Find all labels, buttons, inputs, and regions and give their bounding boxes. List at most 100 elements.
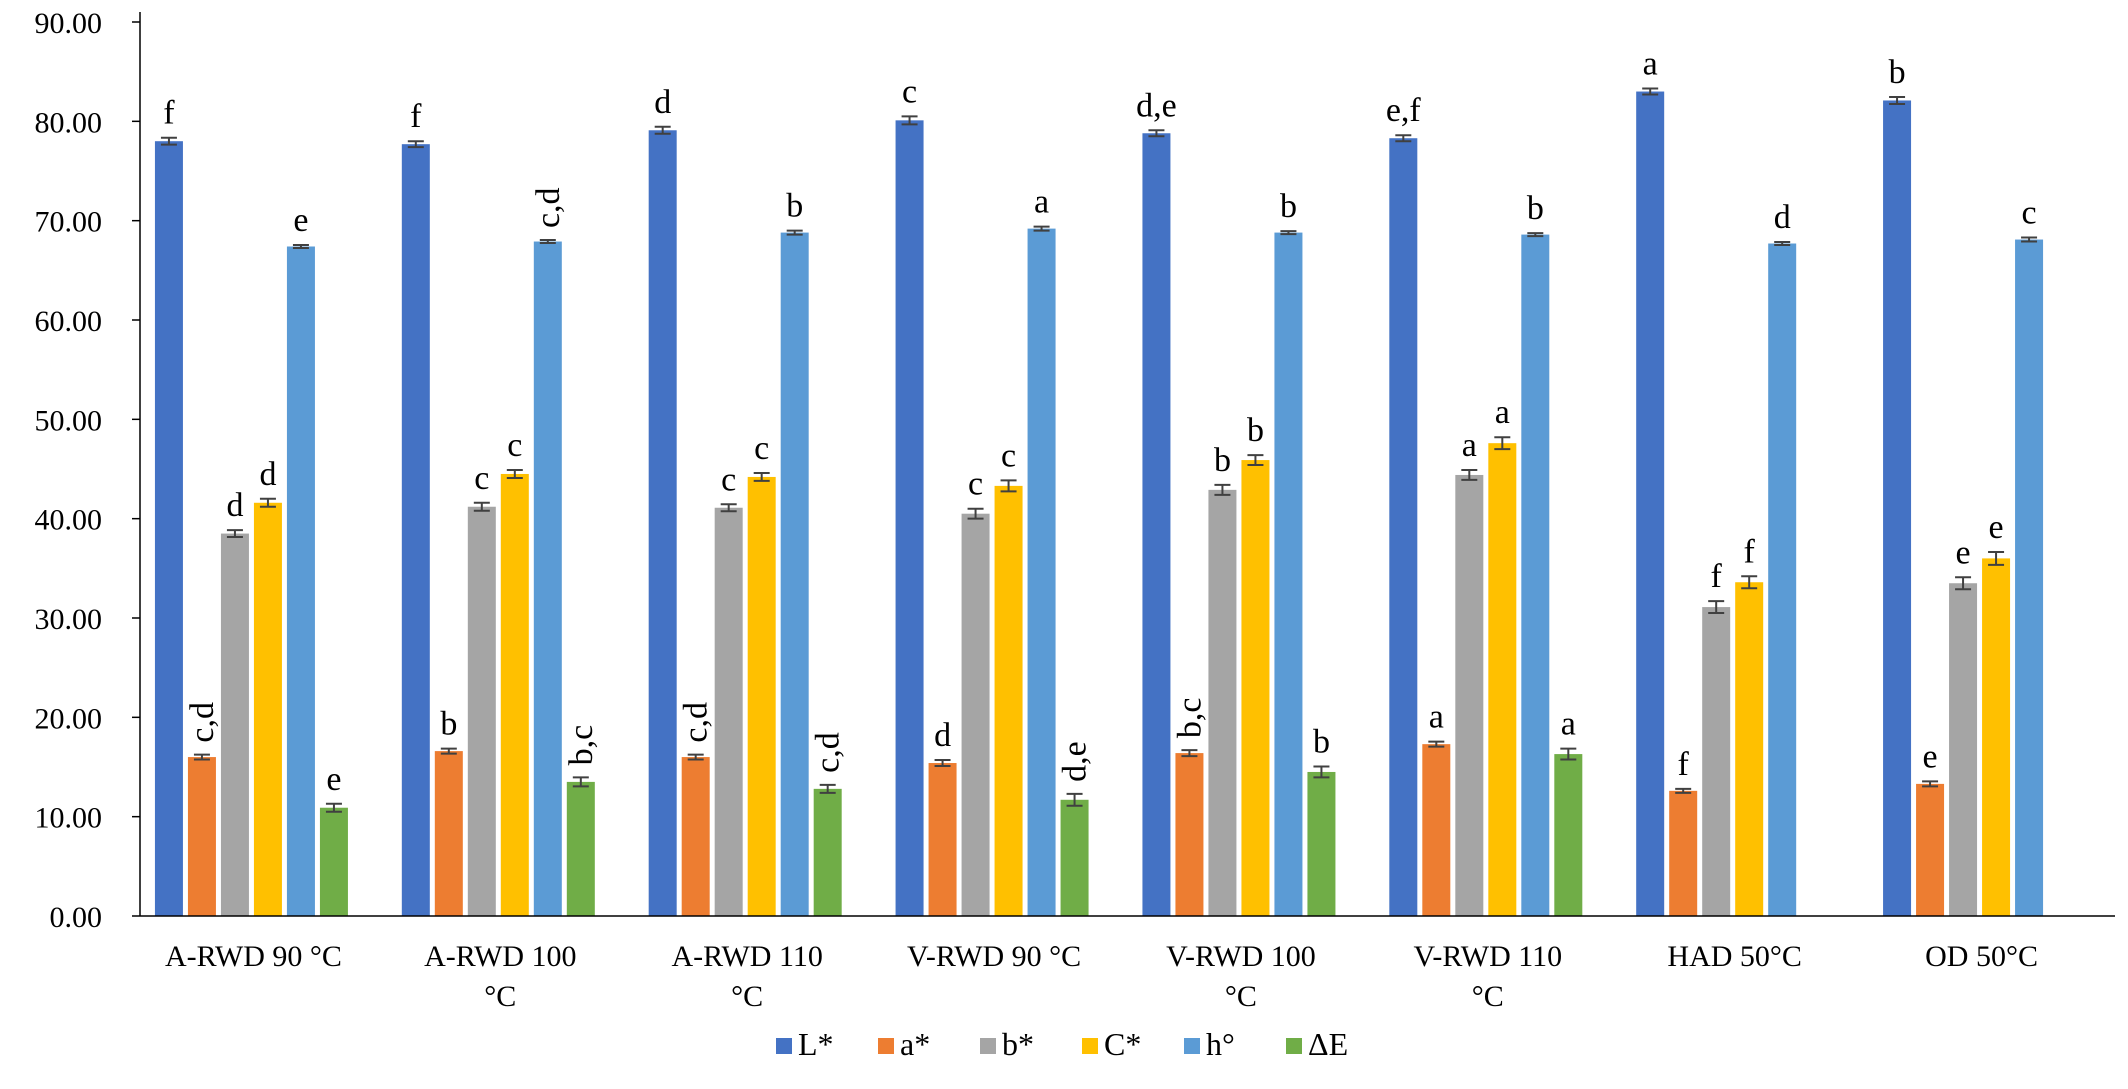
significance-label: f bbox=[1678, 746, 1690, 783]
significance-label: a bbox=[1429, 699, 1444, 736]
legend-label: C* bbox=[1104, 1026, 1141, 1062]
significance-label: b bbox=[1280, 188, 1297, 225]
error-bars bbox=[160, 87, 2038, 813]
bar bbox=[1669, 790, 1698, 916]
significance-label: a bbox=[1561, 706, 1576, 743]
bar bbox=[1389, 138, 1418, 917]
y-tick-label: 20.00 bbox=[35, 702, 103, 735]
significance-label: f bbox=[1711, 558, 1723, 595]
significance-label: a bbox=[1034, 184, 1049, 221]
bar bbox=[286, 246, 315, 916]
y-tick-label: 70.00 bbox=[35, 206, 103, 239]
bar bbox=[747, 476, 776, 916]
y-tick-label: 90.00 bbox=[35, 7, 103, 40]
significance-label: f bbox=[163, 95, 175, 132]
legend-swatch bbox=[1184, 1038, 1200, 1054]
significance-label: b bbox=[786, 188, 803, 225]
bar bbox=[401, 144, 430, 916]
significance-label: b bbox=[1889, 54, 1906, 91]
significance-label: e bbox=[1956, 534, 1971, 571]
legend-swatch bbox=[776, 1038, 792, 1054]
significance-label: b,c bbox=[563, 725, 600, 766]
significance-label: e bbox=[326, 761, 341, 798]
x-category-label: A-RWD 110 bbox=[671, 940, 822, 973]
significance-label: a bbox=[1643, 46, 1658, 83]
x-category-label: °C bbox=[1225, 980, 1257, 1013]
significance-label: d bbox=[226, 487, 243, 524]
bar bbox=[533, 241, 562, 916]
significance-label: a bbox=[1462, 427, 1477, 464]
x-category-label: HAD 50°C bbox=[1667, 940, 1802, 973]
bar bbox=[1307, 771, 1336, 916]
significance-label: c bbox=[1001, 437, 1016, 474]
bar bbox=[780, 232, 809, 916]
bar bbox=[1274, 232, 1303, 916]
bar bbox=[1060, 799, 1089, 916]
significance-label: e bbox=[293, 202, 308, 239]
x-category-label: V-RWD 110 bbox=[1414, 940, 1563, 973]
y-tick-label: 30.00 bbox=[35, 603, 103, 636]
bar bbox=[1735, 582, 1764, 916]
significance-label: d bbox=[654, 84, 671, 121]
legend-label: L* bbox=[798, 1026, 834, 1062]
significance-label: c,d bbox=[184, 702, 221, 743]
bar bbox=[253, 502, 282, 916]
bar bbox=[1702, 607, 1731, 916]
legend-swatch bbox=[1286, 1038, 1302, 1054]
y-tick-label: 10.00 bbox=[35, 802, 103, 835]
significance-label: b,c bbox=[1171, 698, 1208, 739]
x-category-label: A-RWD 90 °C bbox=[165, 940, 342, 973]
significance-label: d,e bbox=[1057, 741, 1094, 782]
bar bbox=[1488, 443, 1517, 916]
bar bbox=[1142, 133, 1171, 917]
legend-swatch bbox=[878, 1038, 894, 1054]
significance-label: b bbox=[440, 706, 457, 743]
bar bbox=[928, 763, 957, 916]
x-category-label: °C bbox=[731, 980, 763, 1013]
y-tick-label: 40.00 bbox=[35, 504, 103, 537]
significance-label: c bbox=[754, 430, 769, 467]
bar bbox=[1554, 754, 1583, 916]
significance-label: c bbox=[902, 73, 917, 110]
significance-label: b bbox=[1247, 412, 1264, 449]
y-tick-label: 80.00 bbox=[35, 106, 103, 139]
bar bbox=[648, 130, 677, 917]
x-category-label: °C bbox=[1472, 980, 1504, 1013]
y-tick-label: 60.00 bbox=[35, 305, 103, 338]
significance-label: a bbox=[1495, 394, 1510, 431]
bar bbox=[1982, 558, 2011, 916]
legend-label: a* bbox=[900, 1026, 930, 1062]
bar bbox=[1521, 234, 1550, 916]
bar bbox=[813, 788, 842, 916]
legend-swatch bbox=[1082, 1038, 1098, 1054]
bars bbox=[154, 91, 2044, 917]
y-tick-label: 0.00 bbox=[50, 901, 103, 934]
legend-label: b* bbox=[1002, 1026, 1034, 1062]
significance-label: c bbox=[968, 466, 983, 503]
bar bbox=[1241, 460, 1270, 916]
significance-label: d bbox=[934, 717, 951, 754]
bar bbox=[467, 506, 496, 916]
y-axis: 0.00 10.00 20.00 30.00 40.00 50.00 60.00 70.00 8… bbox=[35, 7, 141, 934]
significance-label: e bbox=[1923, 738, 1938, 775]
bar bbox=[500, 473, 529, 916]
x-category-label: A-RWD 100 bbox=[424, 940, 577, 973]
legend-label: ΔE bbox=[1308, 1026, 1348, 1062]
significance-label: c,d bbox=[530, 187, 567, 228]
bar bbox=[714, 507, 743, 916]
bar bbox=[1949, 583, 1978, 916]
bar bbox=[961, 513, 990, 916]
bar bbox=[220, 533, 249, 916]
bar bbox=[434, 751, 463, 916]
significance-label: d,e bbox=[1136, 87, 1177, 124]
significance-label: c bbox=[2022, 195, 2037, 232]
significance-label: c bbox=[721, 461, 736, 498]
significance-label: c,d bbox=[678, 702, 715, 743]
significance-label: c bbox=[474, 460, 489, 497]
bar bbox=[1768, 243, 1797, 917]
legend: L* a* b* C* h° ΔE bbox=[776, 1026, 1348, 1062]
y-tick-label: 50.00 bbox=[35, 404, 103, 437]
